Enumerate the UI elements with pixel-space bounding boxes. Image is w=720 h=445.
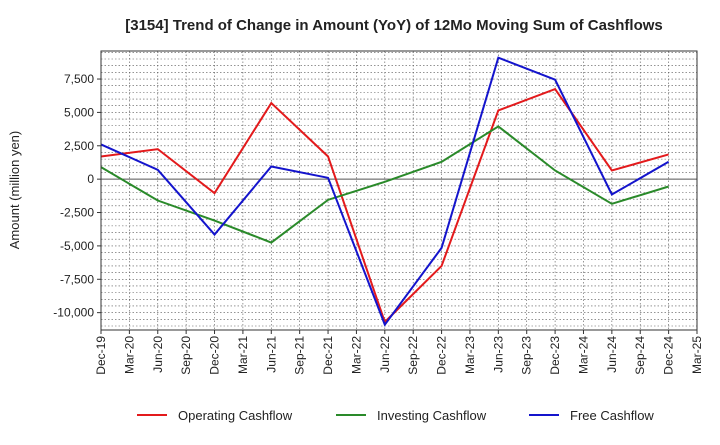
- grid-layer: [101, 51, 697, 330]
- x-tick-label: Jun-24: [605, 336, 619, 373]
- y-tick-label: -7,500: [60, 272, 94, 286]
- x-tick-label: Mar-21: [236, 336, 250, 374]
- chart-title: [3154] Trend of Change in Amount (YoY) o…: [125, 17, 663, 34]
- y-tick-label: -10,000: [53, 306, 94, 320]
- y-tick-label: 7,500: [64, 72, 94, 86]
- y-tick-label: 2,500: [64, 139, 94, 153]
- x-tick-label: Jun-22: [378, 336, 392, 373]
- x-tick-label: Sep-20: [179, 336, 193, 375]
- x-tick-label: Jun-23: [491, 336, 505, 373]
- x-axis-ticks: Dec-19 Mar-20 Jun-20 Sep-20 Dec-20 Mar-21 Jun-…: [94, 330, 704, 375]
- x-tick-label: Dec-23: [548, 336, 562, 375]
- legend-label-investing-cashflow: Investing Cashflow: [377, 408, 487, 423]
- x-tick-label: Dec-22: [435, 336, 449, 375]
- legend-label-free-cashflow: Free Cashflow: [570, 408, 654, 423]
- x-tick-label: Mar-22: [349, 336, 363, 374]
- x-tick-label: Mar-20: [122, 336, 136, 374]
- x-tick-label: Dec-24: [662, 336, 676, 375]
- x-tick-label: Mar-23: [463, 336, 477, 374]
- y-axis-ticks: 7,500 5,000 2,500 0 -2,500 -5,000 -7,500 -10,00…: [53, 72, 101, 320]
- y-tick-label: -2,500: [60, 206, 94, 220]
- y-axis-label: Amount (million yen): [7, 131, 22, 250]
- y-tick-label: -5,000: [60, 239, 94, 253]
- legend: Operating Cashflow Investing Cashflow Free…: [137, 408, 654, 423]
- x-tick-label: Dec-19: [94, 336, 108, 375]
- x-tick-label: Dec-21: [321, 336, 335, 375]
- x-tick-label: Mar-24: [576, 336, 590, 374]
- x-tick-label: Sep-22: [406, 336, 420, 375]
- legend-label-operating-cashflow: Operating Cashflow: [178, 408, 293, 423]
- plot-frame: [101, 51, 697, 330]
- x-tick-label: Sep-23: [520, 336, 534, 375]
- x-tick-label: Jun-20: [151, 336, 165, 373]
- x-tick-label: Mar-25: [690, 336, 704, 374]
- x-tick-label: Sep-24: [633, 336, 647, 375]
- x-tick-label: Jun-21: [264, 336, 278, 373]
- x-tick-label: Dec-20: [208, 336, 222, 375]
- x-tick-label: Sep-21: [293, 336, 307, 375]
- y-tick-label: 5,000: [64, 105, 94, 119]
- y-tick-label: 0: [87, 172, 94, 186]
